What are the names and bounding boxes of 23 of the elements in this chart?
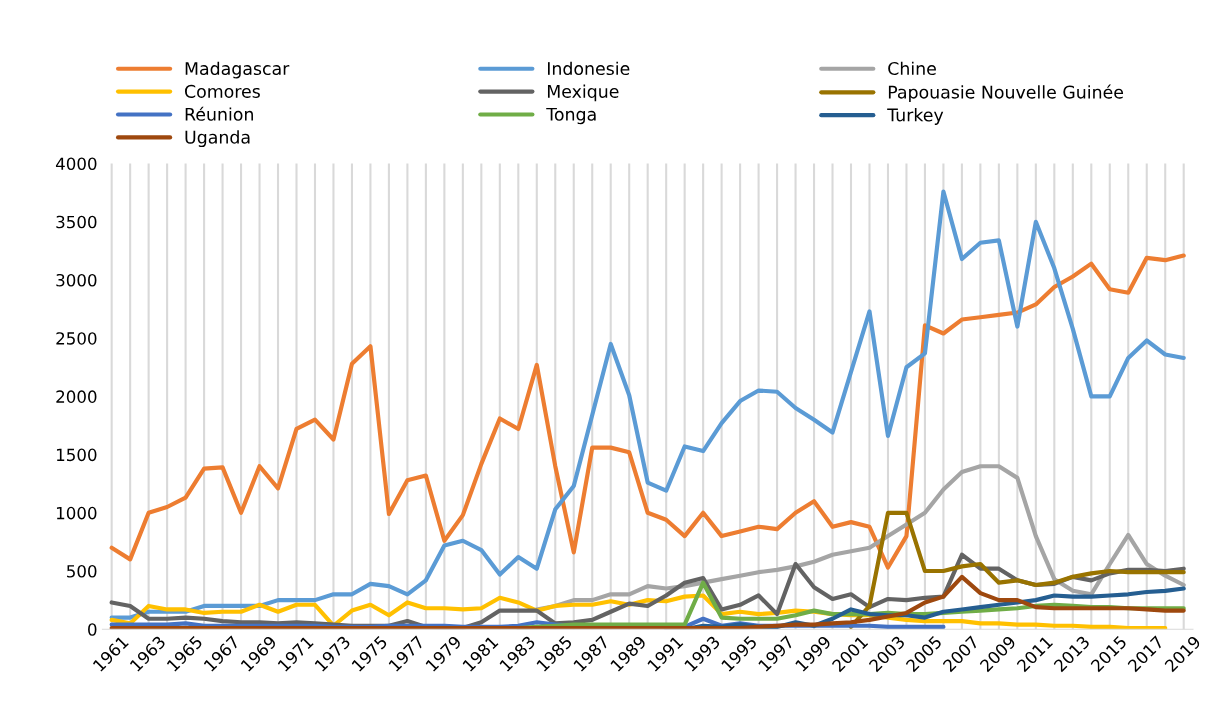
legend-label: Chine — [888, 61, 936, 76]
y-tick-label: 0 — [88, 623, 97, 636]
legend-label: Tonga — [546, 107, 596, 125]
y-tick-label: 2500 — [56, 332, 97, 345]
y-tick-label: 1000 — [56, 506, 97, 520]
y-tick-label: 1500 — [56, 448, 97, 462]
y-tick-label: 2000 — [56, 390, 97, 403]
legend-label: Comores — [185, 84, 260, 98]
legend-label: Réunion — [185, 106, 253, 121]
line-series — [109, 189, 1186, 620]
legend-label: Mexique — [547, 84, 619, 102]
y-tick-label: 3500 — [56, 215, 97, 229]
legend-label: Papouasie Nouvelle Guinée — [888, 84, 1124, 102]
legend-label: Indonesie — [547, 61, 630, 76]
y-tick-label: 500 — [67, 564, 97, 578]
line-series — [109, 253, 1186, 570]
legend-label: Uganda — [185, 130, 250, 148]
y-tick-label: 3000 — [56, 273, 97, 287]
legend-label: Madagascar — [185, 61, 290, 79]
line-series — [109, 574, 1186, 630]
legend-label: Turkey — [887, 108, 944, 125]
line-series — [848, 510, 1186, 629]
y-tick-label: 4000 — [55, 157, 97, 171]
